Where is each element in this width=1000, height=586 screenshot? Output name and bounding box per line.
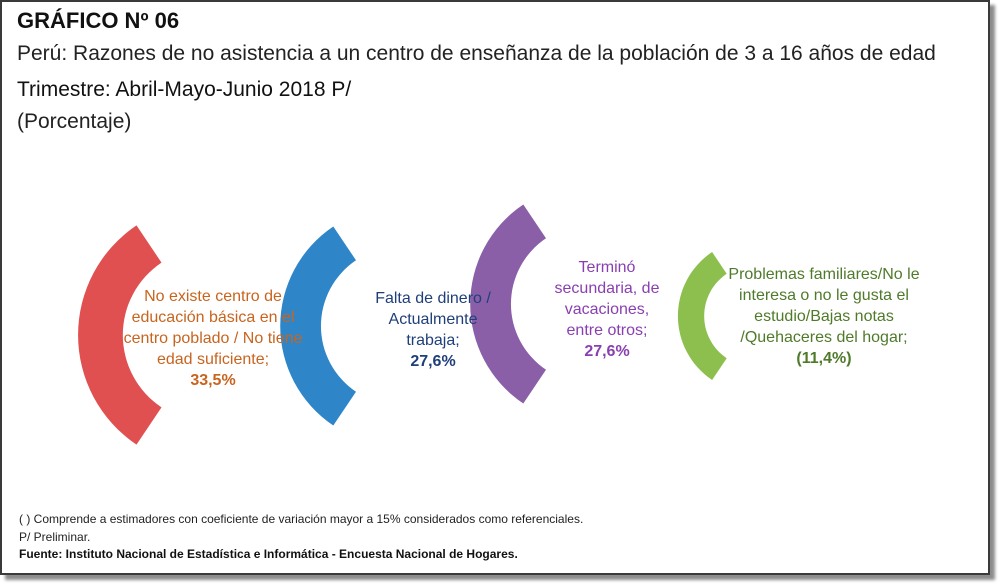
arc-segment-2 [280,226,356,426]
value-label-1: 33,5% [190,372,236,389]
footnote-preliminary: P/ Preliminar. [19,530,91,544]
arc-segment-4 [677,252,727,380]
chart-unit: (Porcentaje) [17,110,132,133]
category-label-2: Falta de dinero / Actualmente trabaja; 2… [372,288,494,372]
value-label-4: (11,4%) [796,350,852,367]
category-text-1: No existe centro de educación básica en … [123,288,303,368]
arc-segment-1 [78,225,162,445]
category-text-4: Problemas familiares/No le interesa o no… [728,266,920,346]
category-text-3: Terminó secundaria, de vacaciones, entre… [554,259,660,339]
value-label-2: 27,6% [410,353,456,370]
category-label-4: Problemas familiares/No le interesa o no… [726,264,922,369]
category-label-3: Terminó secundaria, de vacaciones, entre… [545,257,669,362]
value-label-3: 27,6% [584,343,630,360]
chart-period: Trimestre: Abril-Mayo-Junio 2018 P/ [17,78,352,101]
category-label-1: No existe centro de educación básica en … [120,286,306,391]
footnote-source: Fuente: Instituto Nacional de Estadístic… [19,547,518,561]
chart-title: Perú: Razones de no asistencia a un cent… [17,42,936,65]
footnote-referential: ( ) Comprende a estimadores con coeficie… [19,512,584,526]
category-text-2: Falta de dinero / Actualmente trabaja; [375,290,491,349]
chart-label: GRÁFICO Nº 06 [17,8,180,33]
arc-segment-3 [470,204,546,404]
